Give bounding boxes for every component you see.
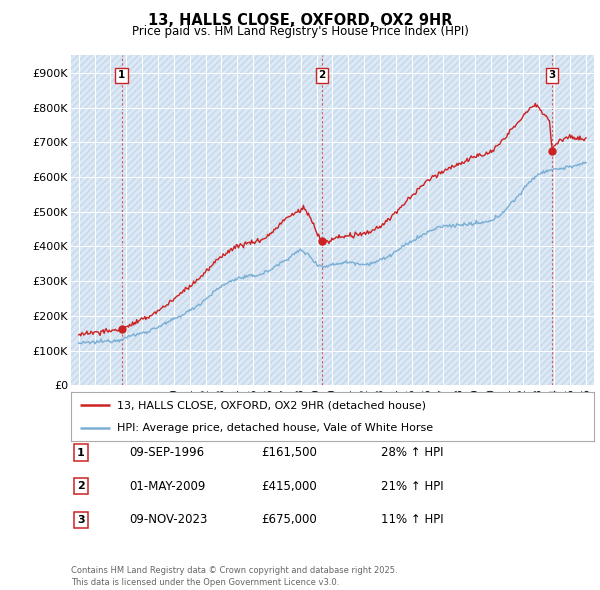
Text: 09-SEP-1996: 09-SEP-1996 bbox=[129, 446, 204, 459]
Text: 21% ↑ HPI: 21% ↑ HPI bbox=[381, 480, 443, 493]
Text: Price paid vs. HM Land Registry's House Price Index (HPI): Price paid vs. HM Land Registry's House … bbox=[131, 25, 469, 38]
Text: 1: 1 bbox=[77, 448, 85, 457]
Text: 28% ↑ HPI: 28% ↑ HPI bbox=[381, 446, 443, 459]
Text: HPI: Average price, detached house, Vale of White Horse: HPI: Average price, detached house, Vale… bbox=[117, 422, 433, 432]
Text: 1: 1 bbox=[118, 70, 125, 80]
Text: Contains HM Land Registry data © Crown copyright and database right 2025.
This d: Contains HM Land Registry data © Crown c… bbox=[71, 566, 397, 587]
Text: 11% ↑ HPI: 11% ↑ HPI bbox=[381, 513, 443, 526]
Text: £675,000: £675,000 bbox=[261, 513, 317, 526]
Text: £415,000: £415,000 bbox=[261, 480, 317, 493]
Text: 09-NOV-2023: 09-NOV-2023 bbox=[129, 513, 208, 526]
Text: 3: 3 bbox=[548, 70, 556, 80]
Text: 3: 3 bbox=[77, 515, 85, 525]
Text: 13, HALLS CLOSE, OXFORD, OX2 9HR (detached house): 13, HALLS CLOSE, OXFORD, OX2 9HR (detach… bbox=[117, 401, 426, 411]
Text: 13, HALLS CLOSE, OXFORD, OX2 9HR: 13, HALLS CLOSE, OXFORD, OX2 9HR bbox=[148, 13, 452, 28]
Text: 2: 2 bbox=[77, 481, 85, 491]
Text: 01-MAY-2009: 01-MAY-2009 bbox=[129, 480, 205, 493]
Text: £161,500: £161,500 bbox=[261, 446, 317, 459]
Text: 2: 2 bbox=[318, 70, 325, 80]
